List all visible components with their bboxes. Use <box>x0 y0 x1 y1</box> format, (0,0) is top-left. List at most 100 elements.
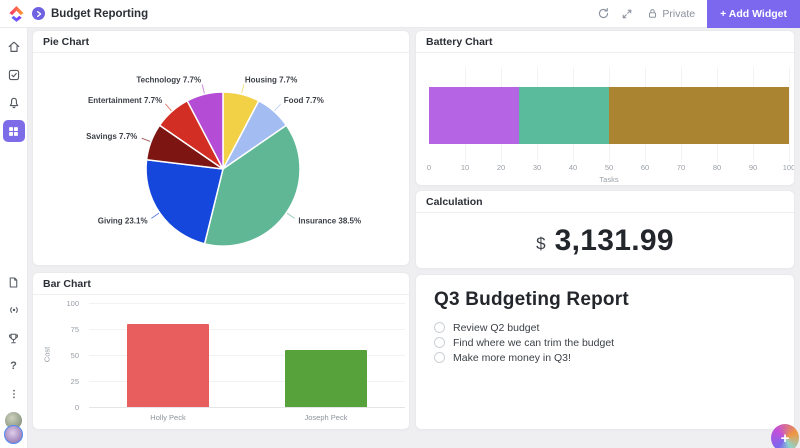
brand-area: Budget Reporting <box>0 4 148 23</box>
x-tick-label: 10 <box>460 163 470 172</box>
checklist-label: Make more money in Q3! <box>453 351 571 364</box>
report-title: Q3 Budgeting Report <box>434 289 629 310</box>
chevron-right-icon <box>36 10 41 17</box>
checklist-item[interactable]: Make more money in Q3! <box>434 350 776 365</box>
y-tick-label: 25 <box>70 377 79 386</box>
privacy-control[interactable]: Private <box>647 8 695 20</box>
clickup-logo-icon[interactable] <box>7 4 26 23</box>
top-header: Budget Reporting Private + Add Widget <box>0 0 800 28</box>
home-icon[interactable] <box>3 36 25 58</box>
gridline <box>89 303 405 304</box>
pie-label-leader-line <box>241 84 245 94</box>
battery-segment-2[interactable] <box>519 87 609 144</box>
category-label: Holly Peck <box>150 413 186 422</box>
more-icon[interactable] <box>3 383 25 405</box>
calculation-body: $ 3,131.99 <box>416 213 794 268</box>
help-icon[interactable]: ? <box>10 360 17 372</box>
battery-chart-area: 0 10 20 30 40 50 60 70 80 90 100 Tasks <box>416 53 794 185</box>
report-widget: Q3 Budgeting Report Review Q2 budget Fin… <box>415 274 795 430</box>
pie-label-leader-line <box>141 137 151 142</box>
avatar-stack <box>4 411 23 444</box>
pie-chart-widget: Pie Chart Housing 7.7% Food 7.7% Insurance… <box>32 30 410 266</box>
x-tick-label: 30 <box>532 163 542 172</box>
privacy-label: Private <box>662 7 696 20</box>
x-tick-label: 60 <box>640 163 650 172</box>
y-tick-label: 0 <box>74 403 79 412</box>
sidebar-expand-icon[interactable] <box>32 7 45 20</box>
pie-slice-insurance[interactable] <box>203 124 301 247</box>
widget-title: Calculation <box>416 191 794 213</box>
tasks-icon[interactable] <box>3 64 25 86</box>
pie-slice-label: Housing 7.7% <box>245 76 297 85</box>
notifications-icon[interactable] <box>3 92 25 114</box>
pie-label-leader-line <box>164 103 172 112</box>
bar-chart-widget: Bar Chart 0 25 50 75 100 Cost Holly Peck Joseph… <box>32 272 410 430</box>
x-tick-label: 40 <box>568 163 578 172</box>
y-tick-label: 100 <box>66 299 79 308</box>
x-tick-label: 100 <box>782 163 795 172</box>
pie-slice-label: Savings 7.7% <box>86 132 137 141</box>
battery-segment-1[interactable] <box>429 87 519 144</box>
avatar[interactable] <box>4 425 23 444</box>
category-label: Joseph Peck <box>304 413 348 422</box>
x-tick-label: 50 <box>604 163 614 172</box>
battery-chart-widget: Battery Chart 0 10 20 30 40 50 60 70 80 90 100 Task… <box>415 30 795 186</box>
pulse-icon[interactable] <box>3 299 25 321</box>
pie-slice-label: Insurance 38.5% <box>298 217 361 226</box>
bar-chart-area: 0 25 50 75 100 Cost Holly Peck Joseph Peck <box>33 295 409 429</box>
docs-icon[interactable] <box>3 271 25 293</box>
gridline <box>89 355 405 356</box>
currency-symbol: $ <box>536 233 546 253</box>
x-tick-label: 80 <box>712 163 722 172</box>
pie-chart-body: Housing 7.7% Food 7.7% Insurance 38.5% Givi… <box>33 53 409 265</box>
checkbox-circle[interactable] <box>434 352 445 363</box>
pie-slice-label: Entertainment 7.7% <box>88 96 162 105</box>
pie-slice-giving[interactable] <box>145 158 224 245</box>
battery-segment-3[interactable] <box>609 87 789 144</box>
y-tick-label: 50 <box>70 351 79 360</box>
pie-chart-svg: Housing 7.7% Food 7.7% Insurance 38.5% Givi… <box>86 76 361 247</box>
pie-slice-label: Food 7.7% <box>284 96 324 105</box>
gridline <box>789 67 790 163</box>
pie-label-leader-line <box>274 103 282 112</box>
x-tick-label: 70 <box>676 163 686 172</box>
page-title: Budget Reporting <box>51 7 149 20</box>
gridline <box>89 329 405 330</box>
topbar-controls: Private + Add Widget <box>591 0 800 28</box>
calculation-widget: Calculation $ 3,131.99 <box>415 190 795 269</box>
x-tick-label: 0 <box>426 163 432 172</box>
lock-icon <box>649 9 657 18</box>
x-tick-label: 20 <box>496 163 506 172</box>
gridline <box>89 381 405 382</box>
pie-slice-label: Technology 7.7% <box>136 76 201 85</box>
pie-label-leader-line <box>151 212 160 219</box>
battery-bar <box>429 87 789 144</box>
checklist-item[interactable]: Find where we can trim the budget <box>434 335 776 350</box>
widget-title: Battery Chart <box>416 31 794 53</box>
expand-view-icon[interactable] <box>615 0 639 28</box>
pie-label-leader-line <box>201 84 205 94</box>
bar-joseph-peck[interactable] <box>285 349 367 407</box>
pie-slice-label: Giving 23.1% <box>98 217 148 226</box>
y-tick-label: 75 <box>70 325 79 334</box>
dashboards-icon[interactable] <box>2 120 25 142</box>
goals-icon[interactable] <box>3 327 25 349</box>
help-fab-button[interactable]: + <box>771 424 799 448</box>
calculation-value: 3,131.99 <box>554 224 674 257</box>
y-axis-title: Cost <box>42 346 52 363</box>
report-body: Q3 Budgeting Report Review Q2 budget Fin… <box>416 275 794 375</box>
pie-slice-technology[interactable] <box>186 91 224 170</box>
checkbox-circle[interactable] <box>434 322 445 333</box>
checklist-label: Find where we can trim the budget <box>453 336 615 349</box>
pie-label-leader-line <box>286 212 295 219</box>
sidebar: ? <box>0 28 28 448</box>
checklist-item[interactable]: Review Q2 budget <box>434 320 776 335</box>
refresh-icon[interactable] <box>591 0 615 28</box>
add-widget-button[interactable]: + Add Widget <box>707 0 800 28</box>
x-axis-line <box>89 407 405 408</box>
x-tick-label: 90 <box>748 163 758 172</box>
bar-holly-peck[interactable] <box>127 323 209 407</box>
widget-title: Pie Chart <box>33 31 409 53</box>
checkbox-circle[interactable] <box>434 337 445 348</box>
widget-title: Bar Chart <box>33 273 409 295</box>
